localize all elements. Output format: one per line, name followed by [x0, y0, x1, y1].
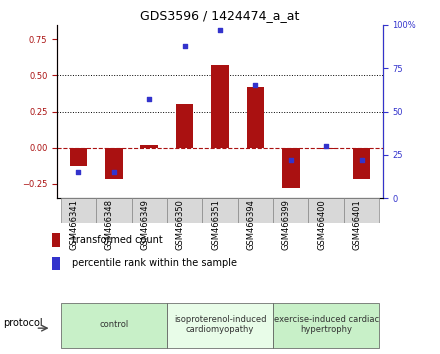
Text: GSM466348: GSM466348 [105, 200, 114, 251]
Text: isoproterenol-induced
cardiomyopathy: isoproterenol-induced cardiomyopathy [174, 315, 266, 335]
Point [146, 97, 153, 102]
Bar [105, 148, 123, 179]
Text: GSM466349: GSM466349 [140, 200, 149, 250]
Bar [273, 198, 308, 223]
Point [323, 143, 330, 149]
Text: GSM466399: GSM466399 [282, 200, 291, 250]
Bar [61, 198, 96, 223]
Point [75, 170, 82, 175]
Bar [132, 198, 167, 223]
Bar [52, 234, 60, 247]
Point [287, 157, 294, 163]
Text: percentile rank within the sample: percentile rank within the sample [73, 258, 238, 268]
Point [110, 170, 117, 175]
Point [181, 43, 188, 48]
Bar [202, 198, 238, 223]
Text: transformed count: transformed count [73, 235, 163, 245]
Bar [176, 104, 194, 148]
Text: control: control [99, 320, 128, 329]
Bar [353, 148, 370, 179]
Bar [273, 303, 379, 348]
Bar [140, 145, 158, 148]
Text: GSM466401: GSM466401 [352, 200, 362, 250]
Text: GSM466400: GSM466400 [317, 200, 326, 250]
Bar [167, 198, 202, 223]
Bar [167, 303, 273, 348]
Bar [238, 198, 273, 223]
Point [252, 82, 259, 88]
Bar [317, 148, 335, 149]
Bar [282, 148, 300, 188]
Bar [246, 87, 264, 148]
Bar [96, 198, 132, 223]
Text: GSM466341: GSM466341 [70, 200, 78, 250]
Bar [344, 198, 379, 223]
Point [358, 157, 365, 163]
Title: GDS3596 / 1424474_a_at: GDS3596 / 1424474_a_at [140, 9, 300, 22]
Bar [52, 257, 60, 270]
Bar [61, 303, 167, 348]
Bar [308, 198, 344, 223]
Text: GSM466351: GSM466351 [211, 200, 220, 250]
Bar [70, 148, 87, 166]
Text: protocol: protocol [3, 318, 43, 328]
Text: GSM466350: GSM466350 [176, 200, 185, 250]
Bar [211, 65, 229, 148]
Text: GSM466394: GSM466394 [246, 200, 255, 250]
Point [216, 27, 224, 33]
Text: exercise-induced cardiac
hypertrophy: exercise-induced cardiac hypertrophy [274, 315, 379, 335]
